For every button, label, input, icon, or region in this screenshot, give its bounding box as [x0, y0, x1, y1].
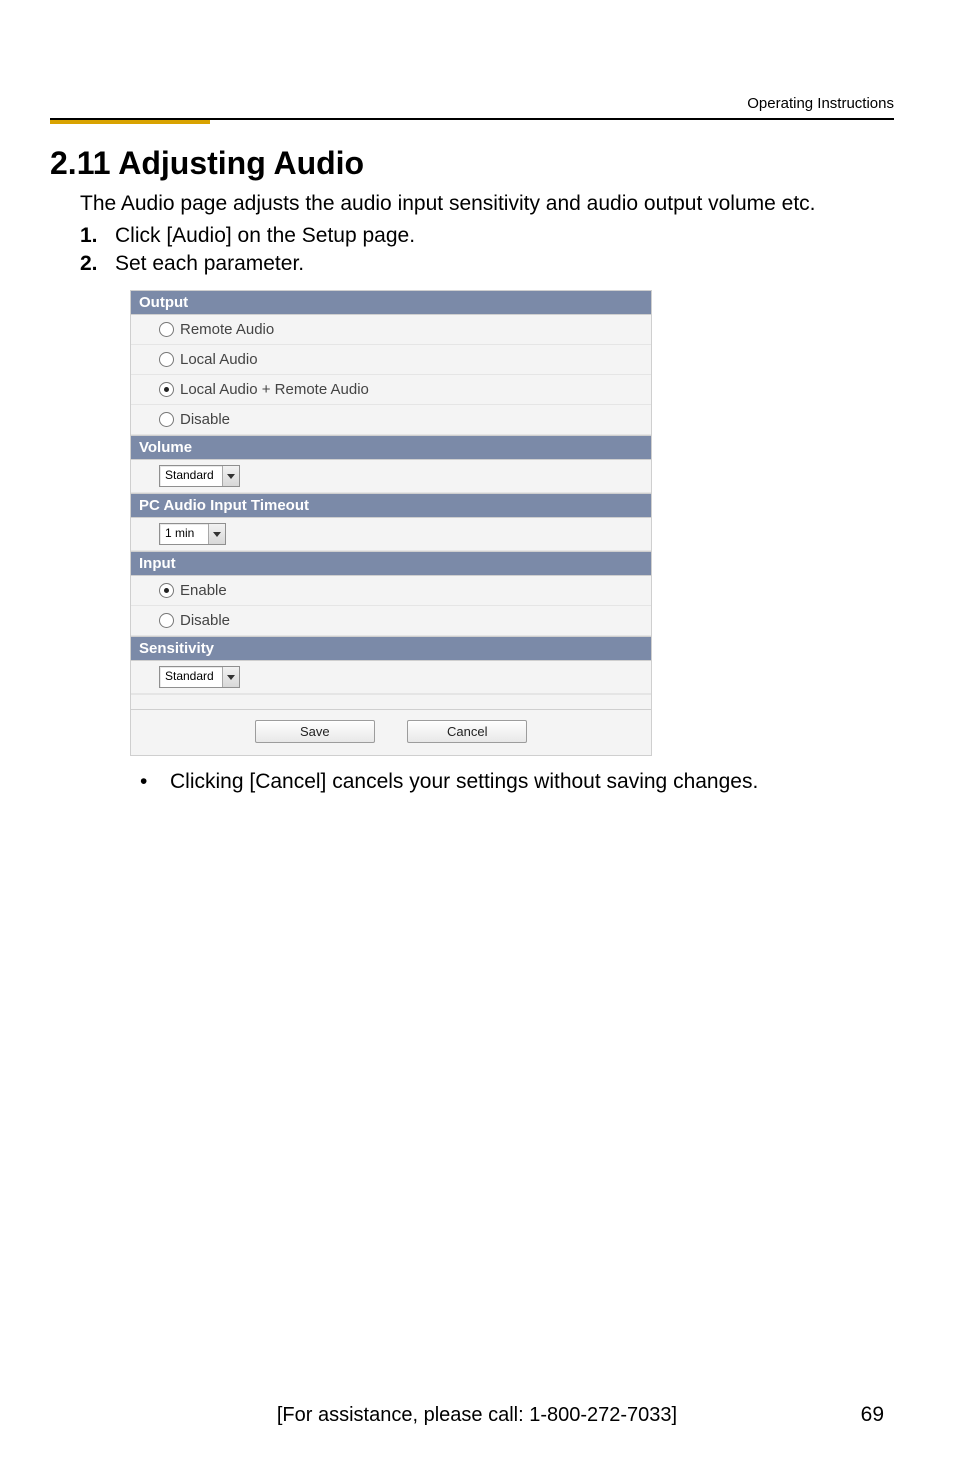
save-button[interactable]: Save — [255, 720, 375, 743]
header-rule — [50, 118, 894, 124]
step-number: 1. — [80, 224, 98, 248]
audio-settings-panel: Output Remote Audio Local Audio Local Au… — [130, 290, 652, 756]
output-option-remote[interactable]: Remote Audio — [131, 315, 651, 345]
sensitivity-header: Sensitivity — [131, 636, 651, 661]
step-list: 1. Click [Audio] on the Setup page. 2. S… — [80, 224, 894, 276]
button-row: Save Cancel — [131, 709, 651, 755]
cancel-button[interactable]: Cancel — [407, 720, 527, 743]
sensitivity-select[interactable]: Standard — [159, 666, 240, 688]
radio-icon — [159, 583, 174, 598]
radio-icon — [159, 412, 174, 427]
running-header: Operating Instructions — [747, 95, 894, 112]
timeout-row: 1 min — [131, 518, 651, 551]
timeout-select[interactable]: 1 min — [159, 523, 226, 545]
option-label: Disable — [180, 411, 230, 428]
select-value: Standard — [160, 667, 222, 687]
content: 2.11 Adjusting Audio The Audio page adju… — [50, 145, 894, 794]
radio-icon — [159, 382, 174, 397]
option-label: Local Audio — [180, 351, 258, 368]
input-option-disable[interactable]: Disable — [131, 606, 651, 636]
input-option-enable[interactable]: Enable — [131, 576, 651, 606]
option-label: Remote Audio — [180, 321, 274, 338]
volume-select[interactable]: Standard — [159, 465, 240, 487]
rule-line — [50, 118, 894, 120]
section-title: 2.11 Adjusting Audio — [50, 145, 894, 182]
option-label: Local Audio + Remote Audio — [180, 381, 369, 398]
timeout-header: PC Audio Input Timeout — [131, 493, 651, 518]
step-text: Set each parameter. — [115, 252, 304, 275]
chevron-down-icon — [222, 466, 239, 486]
intro-text: The Audio page adjusts the audio input s… — [80, 192, 894, 216]
step-item: 1. Click [Audio] on the Setup page. — [80, 224, 894, 248]
radio-icon — [159, 352, 174, 367]
chevron-down-icon — [208, 524, 225, 544]
volume-row: Standard — [131, 460, 651, 493]
output-header: Output — [131, 291, 651, 315]
page-number: 69 — [861, 1403, 884, 1427]
output-option-disable[interactable]: Disable — [131, 405, 651, 435]
option-label: Enable — [180, 582, 227, 599]
select-value: Standard — [160, 466, 222, 486]
note-text: Clicking [Cancel] cancels your settings … — [140, 770, 894, 794]
option-label: Disable — [180, 612, 230, 629]
output-option-local-remote[interactable]: Local Audio + Remote Audio — [131, 375, 651, 405]
sensitivity-row: Standard — [131, 661, 651, 694]
step-number: 2. — [80, 252, 98, 276]
panel-spacer — [131, 694, 651, 709]
input-header: Input — [131, 551, 651, 576]
radio-icon — [159, 613, 174, 628]
output-option-local[interactable]: Local Audio — [131, 345, 651, 375]
footer-text: [For assistance, please call: 1-800-272-… — [0, 1404, 954, 1427]
radio-icon — [159, 322, 174, 337]
page-container: Operating Instructions 2.11 Adjusting Au… — [0, 0, 954, 1475]
step-text: Click [Audio] on the Setup page. — [115, 224, 415, 247]
chevron-down-icon — [222, 667, 239, 687]
step-item: 2. Set each parameter. — [80, 252, 894, 276]
select-value: 1 min — [160, 524, 208, 544]
volume-header: Volume — [131, 435, 651, 460]
